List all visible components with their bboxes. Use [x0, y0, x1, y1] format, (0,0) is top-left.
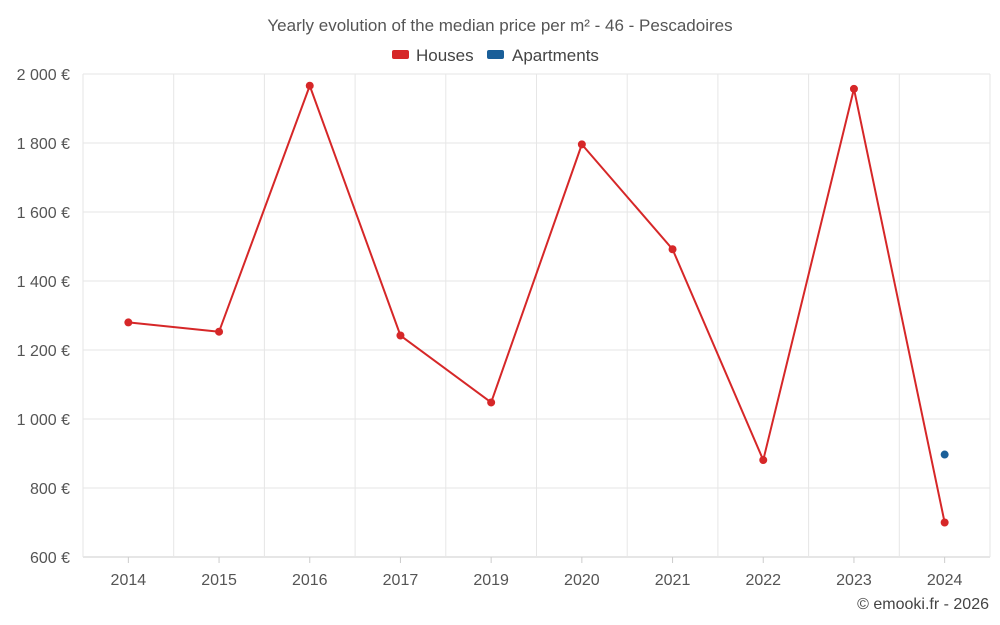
- data-point-houses[interactable]: [668, 245, 677, 254]
- data-point-houses[interactable]: [305, 81, 314, 90]
- grid: [82, 73, 991, 558]
- chart-title: Yearly evolution of the median price per…: [267, 16, 732, 35]
- legend-swatch-apartments: [487, 50, 504, 59]
- x-tick-label: 2024: [927, 572, 963, 589]
- y-tick-label: 2 000 €: [17, 67, 70, 84]
- data-point-houses[interactable]: [124, 318, 133, 327]
- legend: Houses Apartments: [392, 46, 599, 65]
- series-apartments: [940, 450, 949, 459]
- y-axis-ticks: 600 € 800 € 1 000 € 1 200 € 1 400 € 1 600 € 1 …: [17, 67, 70, 567]
- x-tick-label: 2023: [836, 572, 872, 589]
- x-tick-label: 2016: [292, 572, 328, 589]
- legend-item-apartments[interactable]: Apartments: [487, 46, 599, 65]
- data-point-houses[interactable]: [396, 331, 405, 340]
- x-tick-label: 2019: [473, 572, 509, 589]
- data-point-houses[interactable]: [759, 456, 768, 465]
- series-line-houses: [128, 84, 946, 523]
- x-tick-label: 2021: [655, 572, 691, 589]
- data-point-houses[interactable]: [215, 327, 224, 336]
- legend-swatch-houses: [392, 50, 409, 59]
- x-tick-label: 2017: [383, 572, 419, 589]
- y-tick-label: 1 000 €: [17, 412, 70, 429]
- x-tick-label: 2014: [111, 572, 147, 589]
- y-tick-label: 1 400 €: [17, 274, 70, 291]
- data-point-houses[interactable]: [487, 398, 496, 407]
- x-tick-label: 2020: [564, 572, 600, 589]
- data-point-houses[interactable]: [577, 140, 586, 149]
- legend-item-houses[interactable]: Houses: [392, 46, 474, 65]
- x-tick-label: 2015: [201, 572, 237, 589]
- y-tick-label: 1 800 €: [17, 136, 70, 153]
- y-tick-label: 1 200 €: [17, 343, 70, 360]
- data-point-houses[interactable]: [940, 518, 949, 527]
- data-point-houses[interactable]: [849, 84, 858, 93]
- data-point-apartments[interactable]: [940, 450, 949, 459]
- x-tick-label: 2022: [745, 572, 781, 589]
- y-tick-label: 600 €: [30, 550, 70, 567]
- legend-label-apartments: Apartments: [512, 46, 599, 65]
- series-houses: [124, 81, 949, 527]
- legend-label-houses: Houses: [416, 46, 474, 65]
- credit-text: © emooki.fr - 2026: [857, 596, 989, 613]
- x-axis-ticks: 2014 2015 2016 2017 2019 2020 2021 2022 2023 2024: [111, 557, 963, 589]
- y-tick-label: 1 600 €: [17, 205, 70, 222]
- y-tick-label: 800 €: [30, 481, 70, 498]
- series: [124, 81, 949, 527]
